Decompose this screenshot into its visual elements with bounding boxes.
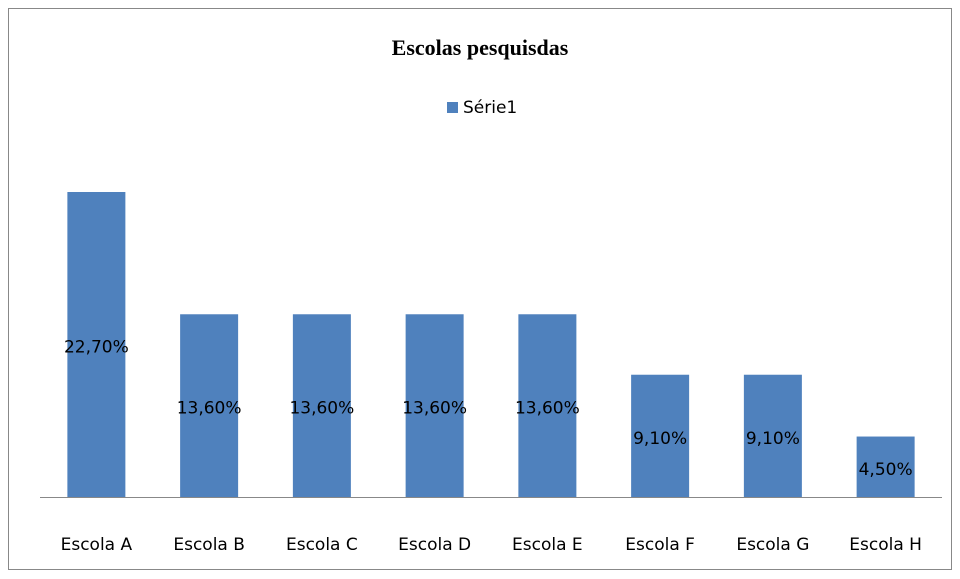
x-tick-label: Escola G	[736, 535, 809, 555]
bar	[856, 436, 915, 497]
legend-swatch	[447, 102, 458, 113]
bar	[518, 314, 577, 497]
data-label: 13,60%	[177, 399, 242, 419]
data-label: 13,60%	[289, 399, 354, 419]
x-tick-label: Escola H	[849, 535, 922, 555]
data-label: 9,10%	[746, 429, 800, 449]
chart-title: Escolas pesquisdas	[392, 35, 569, 60]
bar	[631, 374, 690, 497]
legend-label: Série1	[463, 98, 517, 118]
x-tick-label: Escola F	[625, 535, 695, 555]
x-tick-label: Escola C	[286, 535, 358, 555]
chart-frame	[8, 8, 952, 570]
x-tick-label: Escola A	[61, 535, 133, 555]
data-label: 13,60%	[515, 399, 580, 419]
data-label: 9,10%	[633, 429, 687, 449]
data-label: 13,60%	[402, 399, 467, 419]
bar	[743, 374, 802, 497]
x-tick-label: Escola D	[398, 535, 471, 555]
data-label: 4,50%	[859, 460, 913, 480]
x-tick-label: Escola E	[512, 535, 583, 555]
bar	[67, 192, 126, 497]
data-label: 22,70%	[64, 338, 129, 358]
bar	[180, 314, 239, 497]
bar	[292, 314, 351, 497]
bar	[405, 314, 464, 497]
x-tick-label: Escola B	[173, 535, 245, 555]
